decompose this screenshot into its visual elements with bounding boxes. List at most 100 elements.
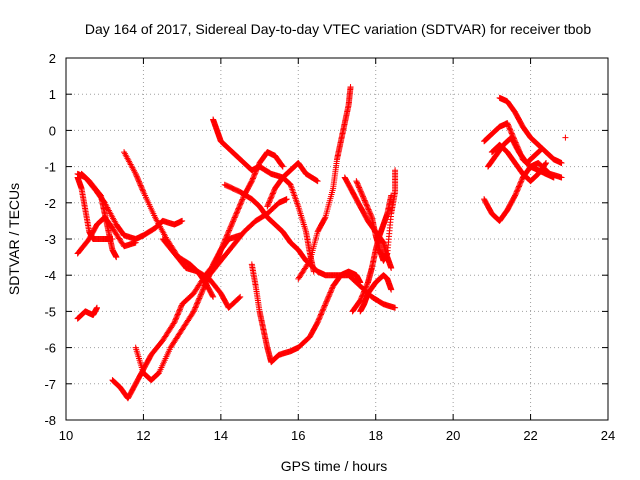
data-point [364, 205, 371, 212]
data-point [199, 289, 206, 296]
data-point [133, 172, 140, 179]
data-point [310, 268, 317, 275]
data-point [134, 176, 141, 183]
data-point [366, 209, 373, 216]
data-point [264, 203, 271, 210]
data-point [356, 185, 363, 192]
data-point [514, 186, 521, 193]
data-point [320, 306, 327, 313]
axis-ticks [65, 57, 609, 421]
data-point [265, 200, 272, 207]
data-point [222, 236, 229, 243]
data-point [132, 239, 139, 246]
data-point [517, 179, 524, 186]
data-point [197, 292, 204, 299]
y-axis-label: SDTVAR / TECUs [6, 183, 22, 295]
data-point [173, 314, 180, 321]
y-tick-label: -5 [44, 304, 56, 319]
data-point [176, 306, 183, 313]
data-point [228, 221, 235, 228]
series-s19 [357, 272, 395, 315]
data-point [367, 211, 374, 218]
data-point [543, 159, 550, 166]
data-point [325, 294, 332, 301]
data-point [320, 305, 327, 312]
x-tick-label: 16 [291, 428, 305, 443]
data-point [321, 215, 328, 222]
data-point [218, 244, 225, 251]
data-point [170, 320, 177, 327]
series-s22 [496, 94, 565, 166]
x-tick-label: 12 [136, 428, 150, 443]
x-tick-label: 10 [59, 428, 73, 443]
x-tick-label: 20 [446, 428, 460, 443]
data-point [516, 182, 523, 189]
data-point [210, 293, 217, 300]
data-point [195, 298, 202, 305]
data-point [226, 226, 233, 233]
data-point [363, 202, 370, 209]
data-point [229, 219, 236, 226]
data-point [138, 183, 145, 190]
series-s11 [210, 116, 321, 185]
data-point [221, 237, 228, 244]
x-tick-label: 14 [214, 428, 228, 443]
series-s10 [159, 236, 244, 311]
data-point [359, 193, 366, 200]
data-point [355, 183, 362, 190]
data-point [192, 303, 199, 310]
data-point [367, 210, 374, 217]
data-point [321, 303, 328, 310]
data-point [392, 304, 399, 311]
y-tick-labels: -8 -7 -6 -5 -4 -3 -2 -1 0 1 2 [44, 51, 56, 428]
data-point [268, 194, 275, 201]
data-point [133, 173, 140, 180]
data-point [514, 187, 521, 194]
data-point [506, 124, 513, 131]
x-axis-label: GPS time / hours [281, 458, 388, 474]
data-point [363, 282, 370, 289]
data-point [269, 191, 276, 198]
data-point [317, 312, 324, 319]
data-point [322, 301, 329, 308]
data-point [363, 283, 370, 290]
data-point [326, 292, 333, 299]
data-point [137, 182, 144, 189]
data-point [232, 213, 239, 220]
data-point [329, 285, 336, 292]
data-point [230, 217, 237, 224]
data-point [315, 317, 322, 324]
data-point [539, 145, 546, 152]
data-point [230, 218, 237, 225]
series-s23 [484, 134, 546, 170]
data-point [228, 222, 235, 229]
data-point [266, 198, 273, 205]
data-point [175, 308, 182, 315]
data-point [220, 240, 227, 247]
data-point [238, 197, 245, 204]
data-point [209, 292, 216, 299]
data-point [171, 319, 178, 326]
data-point [227, 224, 234, 231]
data-point [512, 192, 519, 199]
data-point [222, 235, 229, 242]
data-point [515, 183, 522, 190]
data-point [314, 319, 321, 326]
data-point [362, 200, 369, 207]
series-s13 [248, 261, 364, 366]
data-point [347, 83, 354, 90]
x-tick-label: 24 [601, 428, 615, 443]
grid-lines [66, 58, 608, 420]
data-point [231, 215, 238, 222]
data-point [518, 178, 525, 185]
data-point [518, 177, 525, 184]
data-point [139, 187, 146, 194]
data-point [317, 311, 324, 318]
data-point [360, 194, 367, 201]
data-point [194, 300, 201, 307]
data-point [388, 192, 395, 199]
data-point [179, 217, 186, 224]
data-point [236, 202, 243, 209]
data-point [172, 316, 179, 323]
data-point [196, 294, 203, 301]
